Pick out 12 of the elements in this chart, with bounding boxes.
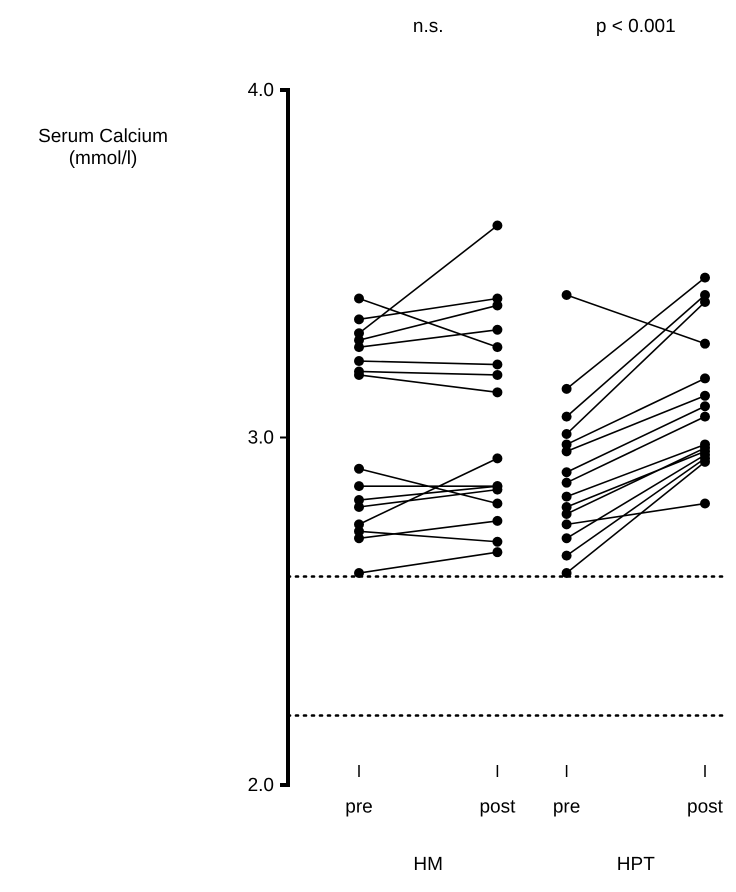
y-tick-label: 4.0 <box>248 80 274 102</box>
text: p < 0.001 <box>596 16 676 37</box>
x-tick-label: post <box>479 796 516 818</box>
text: n.s. <box>412 16 444 37</box>
text: HM <box>413 854 443 875</box>
text: HPT <box>616 854 656 875</box>
y-axis-title: Serum Calcium (mmol/l) <box>38 126 168 169</box>
y-tick-label: 3.0 <box>248 428 274 449</box>
x-tick-label: post <box>687 796 724 818</box>
y-tick-label: 2.0 <box>248 775 274 796</box>
x-tick-label: pre <box>552 796 580 818</box>
x-tick-label: pre <box>345 796 373 818</box>
